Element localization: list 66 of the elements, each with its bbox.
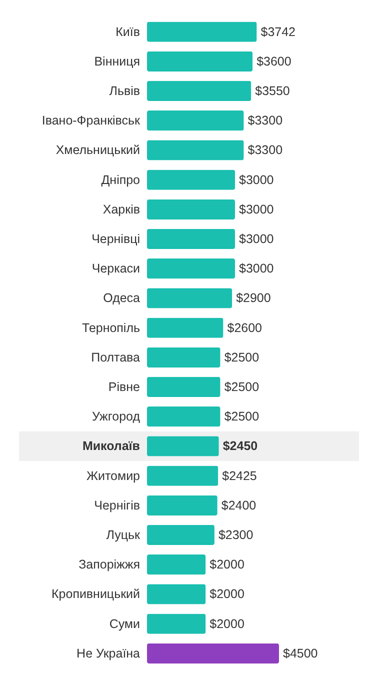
bar <box>147 436 219 456</box>
data-label: $2000 <box>210 616 244 631</box>
y-tick-label: Вінниця <box>94 54 140 68</box>
y-tick-label: Запоріжжя <box>78 558 140 572</box>
bar <box>147 199 235 220</box>
bar <box>147 347 220 368</box>
data-label: $3000 <box>239 202 274 216</box>
bar <box>147 170 235 190</box>
y-tick-label: Кропивницький <box>52 587 140 602</box>
bar <box>147 140 244 160</box>
y-tick-label: Харків <box>102 202 140 216</box>
bar <box>147 318 224 338</box>
data-label: $3000 <box>239 172 274 187</box>
y-tick-label: Ужгород <box>92 410 141 424</box>
bar <box>147 554 206 575</box>
y-tick-label: Чернівці <box>92 232 140 246</box>
data-label: $2600 <box>227 320 262 335</box>
y-tick-label: Івано-Франківськ <box>42 114 141 128</box>
bar <box>147 495 218 516</box>
y-tick-label: Житомир <box>86 468 140 483</box>
y-tick-label: Суми <box>109 616 140 631</box>
y-tick-label: Луцьк <box>106 528 141 542</box>
y-tick-label: Дніпро <box>101 172 140 187</box>
data-label: $2000 <box>210 558 244 572</box>
y-tick-label: Чернігів <box>94 498 140 512</box>
data-label: $3000 <box>239 262 274 276</box>
bar <box>147 80 252 102</box>
y-tick-label: Тернопіль <box>82 320 140 335</box>
bar <box>147 22 257 42</box>
bar <box>147 643 279 664</box>
bar <box>147 288 232 308</box>
y-tick-label: Рівне <box>108 380 140 394</box>
data-label: $2900 <box>236 291 271 306</box>
bar <box>147 584 206 604</box>
data-label: $3600 <box>256 54 292 68</box>
data-label: $2450 <box>222 439 258 454</box>
bar <box>147 258 235 279</box>
y-tick-label: Миколаїв <box>82 439 140 454</box>
y-tick-label: Одеса <box>103 291 140 306</box>
y-tick-label: Хмельницький <box>56 143 140 158</box>
bar <box>147 51 253 72</box>
y-tick-label: Полтава <box>91 350 140 364</box>
bar <box>147 524 214 546</box>
data-label: $4500 <box>283 646 318 660</box>
bar <box>147 466 218 486</box>
y-tick-label: Львів <box>109 84 140 98</box>
data-label: $3550 <box>255 84 290 98</box>
data-label: $3742 <box>260 24 296 39</box>
bar <box>147 110 244 131</box>
data-label: $2400 <box>221 498 256 512</box>
data-label: $2425 <box>222 468 257 483</box>
y-tick-label: Київ <box>116 24 140 39</box>
y-tick-label: Черкаси <box>92 262 140 276</box>
data-label: $2300 <box>218 528 254 542</box>
bar <box>147 406 220 427</box>
data-label: $3300 <box>248 114 283 128</box>
bar <box>147 228 235 250</box>
bar <box>147 614 206 634</box>
data-label: $3300 <box>248 143 283 158</box>
bar <box>147 376 220 398</box>
data-label: $3000 <box>239 232 274 246</box>
data-label: $2500 <box>224 380 260 394</box>
y-tick-label: Не Україна <box>76 646 140 660</box>
data-label: $2500 <box>224 410 260 424</box>
data-label: $2000 <box>210 587 244 602</box>
data-label: $2500 <box>224 350 260 364</box>
